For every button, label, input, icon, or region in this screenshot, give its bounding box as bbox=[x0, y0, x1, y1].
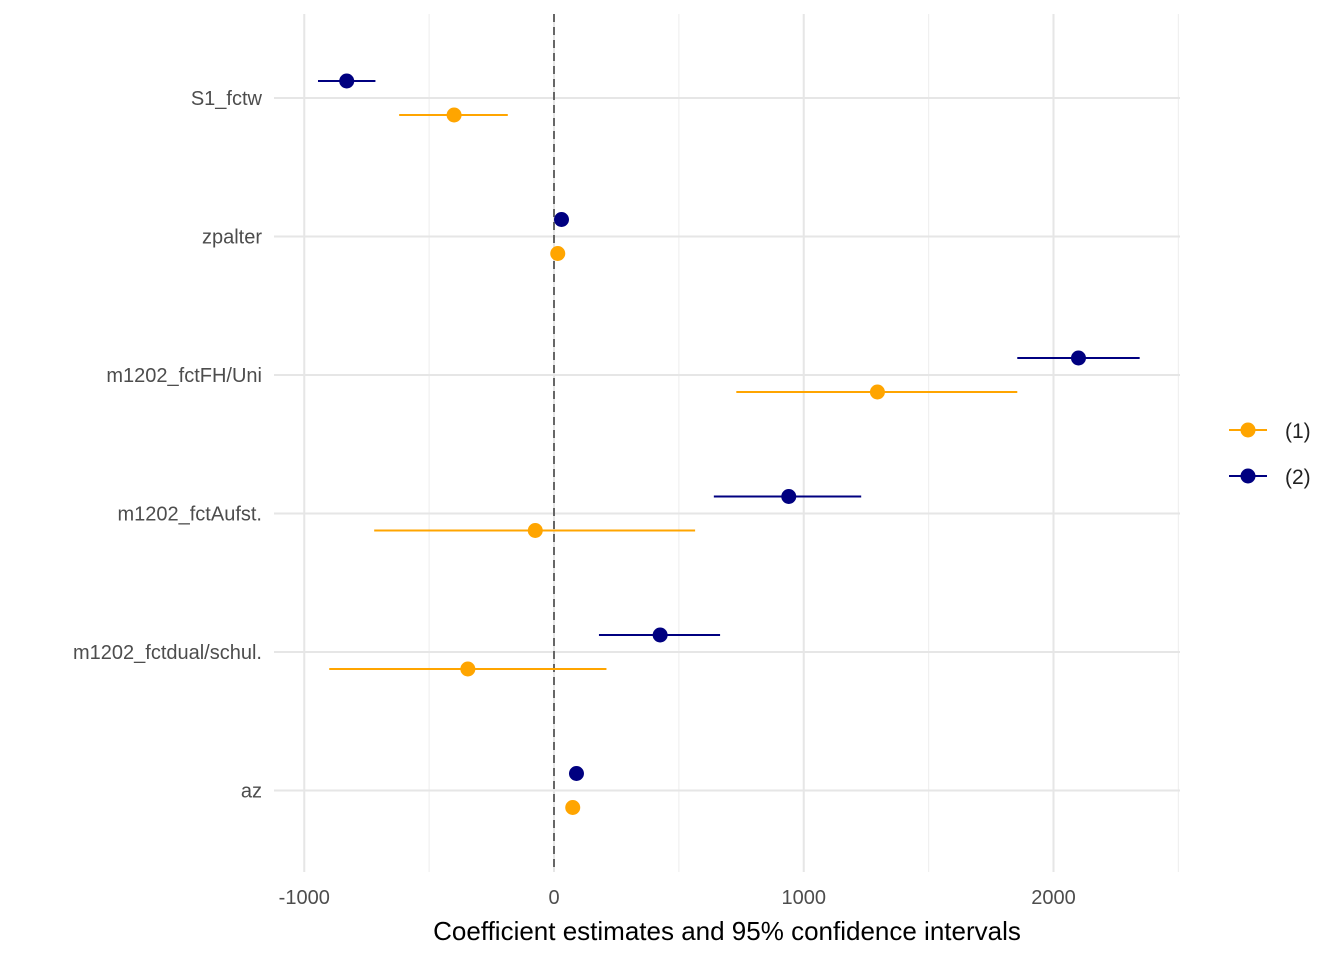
legend-key-point bbox=[1240, 468, 1256, 484]
estimate-point bbox=[553, 212, 569, 227]
x-tick-label: 1000 bbox=[782, 887, 827, 909]
legend-label: (2) bbox=[1285, 466, 1311, 489]
estimate-point bbox=[781, 489, 797, 504]
estimate-point bbox=[527, 523, 543, 538]
series-layer bbox=[317, 73, 1140, 815]
legend-key-point bbox=[1240, 422, 1256, 438]
legend-label: (1) bbox=[1285, 420, 1311, 443]
y-tick-label: m1202_fctdual/schul. bbox=[73, 642, 262, 664]
estimate-point bbox=[652, 627, 668, 643]
x-tick-labels: -1000 0 1000 2000 bbox=[279, 887, 1076, 909]
y-tick-label: S1_fctw bbox=[191, 88, 263, 110]
estimate-point bbox=[446, 107, 462, 123]
y-tick-label: zpalter bbox=[202, 227, 262, 249]
legend: (1) (2) bbox=[1229, 420, 1311, 489]
estimate-point bbox=[565, 800, 581, 815]
x-tick-label: 2000 bbox=[1031, 887, 1076, 909]
x-axis-title: Coefficient estimates and 95% confidence… bbox=[433, 916, 1021, 946]
x-tick-label: -1000 bbox=[279, 887, 330, 909]
estimate-point bbox=[460, 661, 476, 677]
y-tick-label: az bbox=[241, 781, 262, 803]
y-tick-label: m1202_fctFH/Uni bbox=[106, 365, 262, 387]
estimate-point bbox=[1070, 350, 1086, 366]
series-2 bbox=[317, 73, 1140, 781]
grid-layer bbox=[274, 14, 1180, 872]
estimate-point bbox=[339, 73, 355, 89]
legend-item: (2) bbox=[1229, 466, 1311, 489]
estimate-point bbox=[869, 384, 885, 400]
y-tick-label: m1202_fctAufst. bbox=[117, 504, 262, 526]
estimate-point bbox=[550, 246, 566, 261]
x-tick-label: 0 bbox=[548, 887, 559, 909]
legend-item: (1) bbox=[1229, 420, 1311, 443]
estimate-point bbox=[568, 766, 584, 781]
series-1 bbox=[329, 107, 1018, 815]
